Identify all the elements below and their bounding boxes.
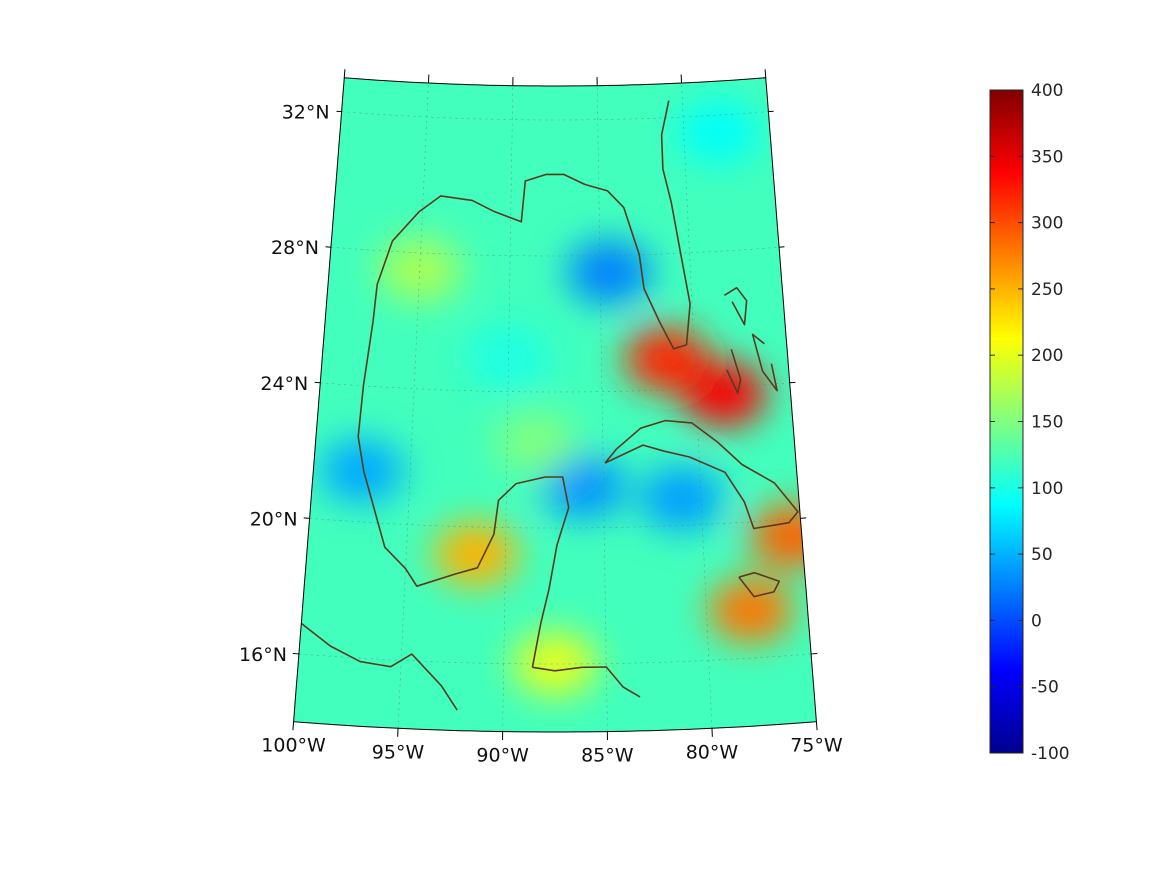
frame-ticks: [292, 69, 818, 741]
parallel-line: [330, 246, 780, 257]
lon-label: 95°W: [372, 741, 425, 763]
field-blob: [433, 522, 518, 587]
colorbar-label: 50: [1031, 545, 1053, 565]
colorbar-label: 350: [1031, 147, 1063, 167]
coastline: [604, 419, 799, 530]
lon-label: 85°W: [581, 745, 634, 767]
coastlines: [300, 100, 817, 711]
field-blob: [493, 410, 578, 475]
frame-tick: [343, 69, 346, 78]
coastline: [532, 666, 641, 698]
lon-label: 80°W: [686, 741, 739, 763]
graticule: [293, 77, 817, 732]
field-blob: [749, 504, 817, 569]
lon-label: 90°W: [476, 745, 529, 767]
field-blob: [466, 325, 551, 390]
field-blob: [708, 578, 793, 643]
field-blob: [682, 362, 767, 427]
colorbar-label: 150: [1031, 413, 1063, 433]
lat-label: 32°N: [282, 102, 330, 124]
colorbar-label: -100: [1031, 744, 1070, 764]
map-area: [292, 69, 818, 741]
coastline: [723, 286, 748, 326]
coastline: [751, 333, 778, 392]
lon-label: 100°W: [261, 735, 326, 757]
colorbar-label: 0: [1031, 611, 1042, 631]
frame-tick: [764, 69, 767, 78]
lat-label: 24°N: [260, 373, 308, 395]
colorbar: 400 350 300 250 200 150 100 50 0 -50 -10…: [989, 81, 1070, 764]
parallel-line: [298, 653, 812, 665]
coastline: [738, 571, 780, 598]
longitude-labels: 100°W 95°W 90°W 85°W 80°W 75°W: [261, 735, 843, 767]
colorbar-label: 200: [1031, 346, 1063, 366]
colorbar-label: 300: [1031, 214, 1063, 234]
field-blob: [624, 327, 709, 392]
colorbar-label: 400: [1031, 81, 1063, 101]
field-blob: [542, 455, 627, 520]
coastline: [357, 321, 570, 668]
colorbar-labels: 400 350 300 250 200 150 100 50 0 -50 -10…: [1031, 81, 1070, 764]
colorbar-label: -50: [1031, 678, 1059, 698]
frame-tick: [815, 721, 818, 731]
parallel-line: [309, 518, 801, 529]
colorbar-ticks: [990, 89, 1023, 754]
colorbar-label: 100: [1031, 479, 1063, 499]
lat-label: 16°N: [239, 644, 287, 666]
coastline: [372, 100, 691, 350]
parallel-line: [320, 382, 790, 393]
field-anomalies: [319, 100, 817, 696]
field-blob: [676, 100, 761, 165]
field-blob: [567, 240, 652, 305]
coastline: [300, 622, 458, 711]
colorbar-gradient: [989, 89, 1024, 754]
lon-label: 75°W: [790, 735, 843, 757]
field-blob: [319, 438, 404, 503]
latitude-labels: 32°N 28°N 24°N 20°N 16°N: [239, 102, 330, 666]
lat-label: 20°N: [250, 508, 298, 530]
field-blob: [639, 466, 724, 531]
frame-tick: [292, 721, 295, 731]
lat-label: 28°N: [271, 237, 319, 259]
map-frame: [293, 77, 817, 733]
colorbar-label: 250: [1031, 280, 1063, 300]
field-blob: [513, 632, 597, 696]
coastline: [726, 349, 742, 394]
